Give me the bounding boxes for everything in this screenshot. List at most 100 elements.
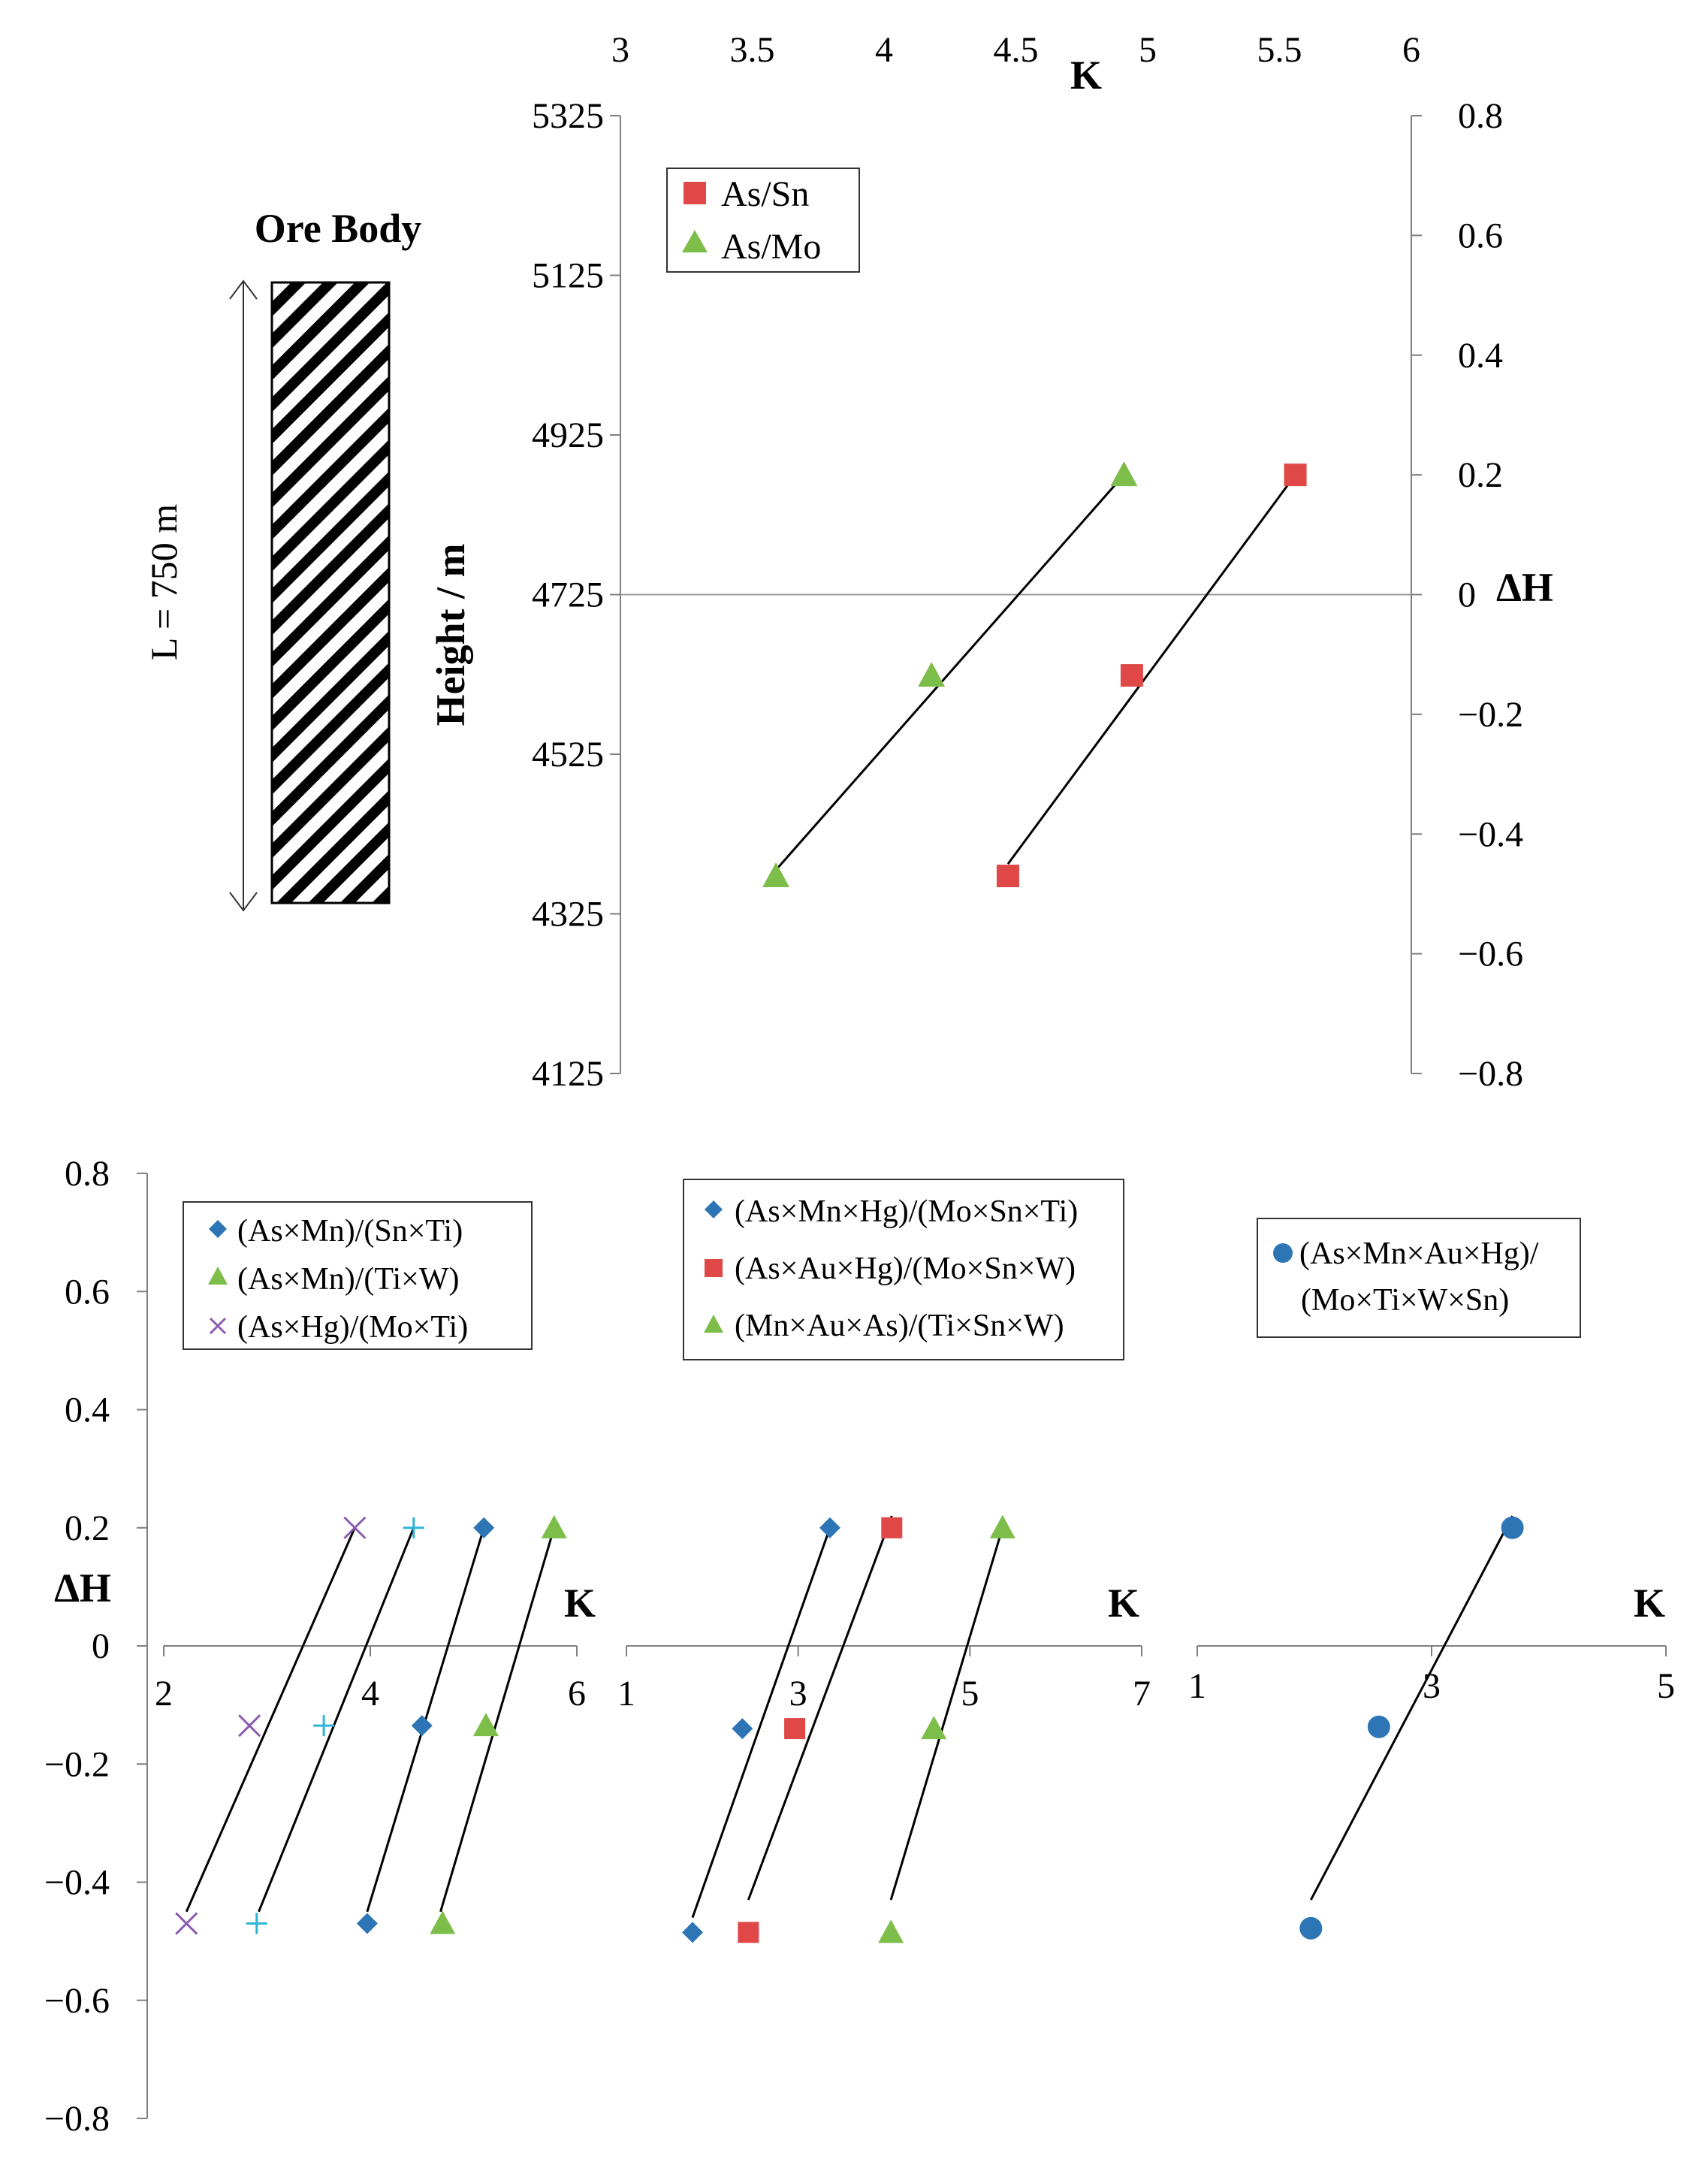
top-right-tick-label: 0.8	[1458, 96, 1503, 136]
top-right-tick-label: 0.4	[1458, 336, 1503, 376]
bottom-middle-series-as-mn-hg-mo-sn-ti	[682, 1517, 840, 1943]
bottom-middle-fit-line	[747, 1515, 893, 1901]
bottom-left-fit-line	[185, 1527, 356, 1913]
fit-line-as-sn	[1006, 474, 1296, 865]
series-as-sn	[996, 464, 1307, 888]
point-as-sn	[1120, 664, 1143, 687]
bottom-middle-x-tick-label: 1	[617, 1674, 635, 1714]
top-left-tick-label: 4925	[532, 415, 604, 455]
bottom-left-point-triangle	[430, 1910, 456, 1934]
top-x-tick-label: 3.5	[730, 30, 775, 70]
top-x-tick-label: 3	[611, 30, 629, 70]
bottom-left-series-as-mn-ti-w	[430, 1514, 567, 1934]
bottom-left-chart-axes: 0.8 0.6 0.4 0.2 0 −0.2 −0.4 −0.6 −0.8 2 4 6	[44, 1154, 586, 2139]
top-right-tick-label: 0.2	[1458, 455, 1503, 495]
top-chart-axes: 5325 5125 4925 4725 4525 4325 4125 0.8 0.6 0.4 0.2…	[532, 30, 1523, 1094]
bottom-left-fit-line	[258, 1527, 415, 1913]
bottom-left-legend: (As×Mn)/(Sn×Ti) (As×Mn)/(Ti×W) (As×Hg)/(…	[183, 1201, 533, 1350]
top-left-tick-label: 4325	[532, 895, 604, 935]
bottom-middle-legend-box	[683, 1179, 1124, 1360]
point-as-sn	[1284, 464, 1307, 487]
bottom-right-chart-axes: 1 3 5	[1188, 1645, 1675, 1706]
bottom-middle-x-tick-label: 7	[1133, 1674, 1151, 1714]
legend-label-asmn-snti: (As×Mn)/(Sn×Ti)	[237, 1214, 463, 1249]
bottom-left-chart: 0.8 0.6 0.4 0.2 0 −0.2 −0.4 −0.6 −0.8 2 4 6 ΔH K (A…	[44, 1154, 596, 2139]
legend-label-asmn-tiw: (As×Mn)/(Ti×W)	[237, 1262, 460, 1297]
legend-label-asmnhg: (As×Mn×Hg)/(Mo×Sn×Ti)	[735, 1194, 1078, 1229]
bottom-middle-series-mn-au-as-ti-sn-w	[878, 1514, 1015, 1943]
legend-marker-as-sn	[684, 182, 706, 204]
legend-label-asmnauhg-line1: (As×Mn×Au×Hg)/	[1299, 1237, 1539, 1271]
bottom-middle-point-diamond	[682, 1922, 704, 1943]
bottom-middle-series-as-au-hg-mo-sn-w	[738, 1515, 903, 1943]
top-right-tick-label: −0.4	[1458, 814, 1523, 854]
bottom-middle-point-triangle	[989, 1514, 1015, 1538]
bottom-right-x-tick-label: 5	[1657, 1666, 1675, 1706]
bottom-right-legend: (As×Mn×Au×Hg)/ (Mo×Ti×W×Sn)	[1257, 1218, 1581, 1338]
bottom-left-point-x	[175, 1912, 198, 1935]
top-right-tick-label: 0	[1458, 575, 1476, 615]
bottom-left-point-plus	[246, 1913, 267, 1934]
bottom-middle-point-triangle	[878, 1919, 904, 1943]
length-arrow-head-bottom	[229, 892, 258, 912]
bottom-right-chart: 1 3 5 K (As×Mn×Au×Hg)/ (Mo×Ti×W×Sn)	[1188, 1218, 1675, 1940]
point-as-sn	[996, 865, 1019, 888]
bottom-middle-chart-axes: 1 3 5 7	[617, 1645, 1151, 1714]
legend-marker-asmn-tiw	[208, 1267, 228, 1285]
bottom-middle-point-diamond	[819, 1517, 840, 1538]
bottom-left-x-tick-label: 6	[568, 1674, 586, 1714]
bottom-right-legend-box	[1257, 1218, 1581, 1338]
bottom-right-x-tick-label: 3	[1423, 1666, 1441, 1706]
bottom-left-point-diamond	[411, 1715, 433, 1737]
legend-label-as-sn: As/Sn	[721, 174, 809, 214]
bottom-left-series-as-mn-sn-ti	[356, 1517, 495, 1934]
top-chart-y-label-right: ΔH	[1496, 565, 1553, 610]
bottom-middle-legend: (As×Mn×Hg)/(Mo×Sn×Ti) (As×Au×Hg)/(Mo×Sn×…	[683, 1179, 1124, 1360]
top-chart-y-label-left: Height / m	[428, 544, 473, 726]
legend-label-mnauas: (Mn×Au×As)/(Ti×Sn×W)	[735, 1309, 1064, 1343]
bottom-left-series-as-hg-mo-ti	[175, 1516, 367, 1935]
top-left-tick-label: 4725	[532, 575, 604, 615]
series-as-mo	[762, 461, 1138, 888]
legend-label-ashg-moti: (As×Hg)/(Mo×Ti)	[237, 1310, 468, 1345]
bottom-right-point-circle	[1367, 1715, 1390, 1738]
bottom-left-y-tick-label: −0.8	[44, 2099, 110, 2139]
legend-label-as-mo: As/Mo	[721, 227, 821, 267]
bottom-right-series-as-mn-au-hg-mo-ti-w-sn	[1299, 1515, 1524, 1940]
bottom-left-y-tick-label: 0.6	[65, 1272, 110, 1312]
bottom-middle-fit-line	[691, 1527, 831, 1919]
legend-marker-mnauas	[704, 1315, 723, 1333]
bottom-left-x-label: K	[564, 1581, 596, 1626]
top-left-tick-label: 4125	[532, 1054, 604, 1094]
bottom-left-y-tick-label: −0.4	[44, 1863, 110, 1903]
legend-marker-asauhg	[705, 1259, 723, 1277]
top-x-tick-label: 4.5	[994, 30, 1039, 70]
bottom-middle-point-square	[881, 1517, 903, 1538]
top-chart-legend: As/Sn As/Mo	[666, 168, 860, 273]
bottom-left-legend-box	[183, 1201, 533, 1350]
bottom-left-y-tick-label: 0	[92, 1626, 110, 1666]
bottom-right-fit-line	[1309, 1515, 1513, 1901]
bottom-middle-chart: 1 3 5 7 K (As×Mn×Hg)/(Mo×Sn×Ti) (As×Au×Hg)/…	[617, 1179, 1151, 1943]
top-left-tick-label: 5125	[532, 256, 604, 296]
bottom-left-point-diamond	[473, 1517, 495, 1538]
bottom-left-x-tick-label: 2	[155, 1674, 173, 1714]
top-left-tick-label: 4525	[532, 735, 604, 775]
ore-body-diagram: Ore Body L = 750 m	[143, 206, 421, 912]
legend-marker-asmn-snti	[209, 1220, 227, 1238]
bottom-left-y-tick-label: 0.4	[65, 1391, 110, 1430]
top-left-tick-label: 5325	[532, 96, 604, 136]
top-right-tick-label: −0.6	[1458, 935, 1523, 974]
fit-line-as-mo	[774, 474, 1125, 871]
bottom-right-x-tick-label: 1	[1188, 1666, 1206, 1706]
top-chart: 5325 5125 4925 4725 4525 4325 4125 0.8 0.6 0.4 0.2…	[428, 30, 1553, 1094]
bottom-middle-point-triangle	[921, 1716, 947, 1740]
legend-label-asmnauhg-line2: (Mo×Ti×W×Sn)	[1301, 1283, 1509, 1318]
top-x-tick-label: 6	[1402, 30, 1420, 70]
bottom-left-point-triangle	[473, 1713, 499, 1737]
length-label: L = 750 m	[143, 504, 185, 660]
bottom-left-y-tick-label: −0.6	[44, 1981, 110, 2021]
top-chart-x-label: K	[1070, 53, 1102, 98]
point-as-mo	[918, 662, 946, 687]
